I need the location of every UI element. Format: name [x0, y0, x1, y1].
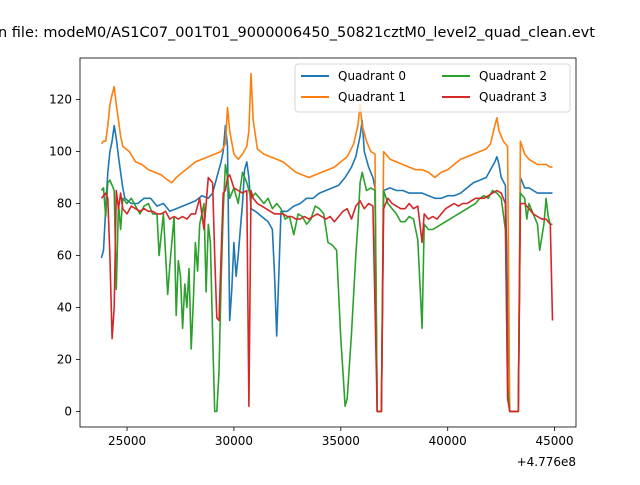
x-tick-label: 45000 — [536, 434, 574, 448]
legend: Quadrant 0 Quadrant 1 Quadrant 2 Quadrant 3 — [294, 63, 571, 113]
x-axis: 25000 30000 35000 40000 45000 — [108, 427, 574, 448]
y-tick-label: 120 — [49, 93, 72, 107]
x-offset-label: +4.776e8 — [517, 455, 576, 469]
legend-label: Quadrant 3 — [479, 90, 547, 104]
legend-label: Quadrant 0 — [338, 69, 406, 83]
x-tick-label: 35000 — [322, 434, 360, 448]
y-tick-label: 80 — [57, 197, 72, 211]
legend-label: Quadrant 2 — [479, 69, 547, 83]
y-axis: 0 20 40 60 80 100 120 — [49, 93, 80, 418]
y-tick-label: 60 — [57, 248, 72, 262]
x-tick-label: 25000 — [108, 434, 146, 448]
y-tick-label: 0 — [64, 404, 72, 418]
y-tick-label: 40 — [57, 300, 72, 314]
plot-area — [100, 72, 554, 413]
y-tick-label: 100 — [49, 145, 72, 159]
x-tick-label: 30000 — [215, 434, 253, 448]
series-line-quadrant-1 — [100, 72, 553, 413]
series-line-quadrant-2 — [100, 163, 553, 413]
legend-label: Quadrant 1 — [338, 90, 406, 104]
x-tick-label: 40000 — [429, 434, 467, 448]
series-line-quadrant-0 — [100, 119, 553, 413]
chart-title: n file: modeM0/AS1C07_001T01_9000006450_… — [0, 25, 595, 41]
y-tick-label: 20 — [57, 352, 72, 366]
legend-box — [294, 63, 571, 113]
series-line-quadrant-3 — [100, 174, 554, 413]
axes-frame — [79, 57, 577, 428]
